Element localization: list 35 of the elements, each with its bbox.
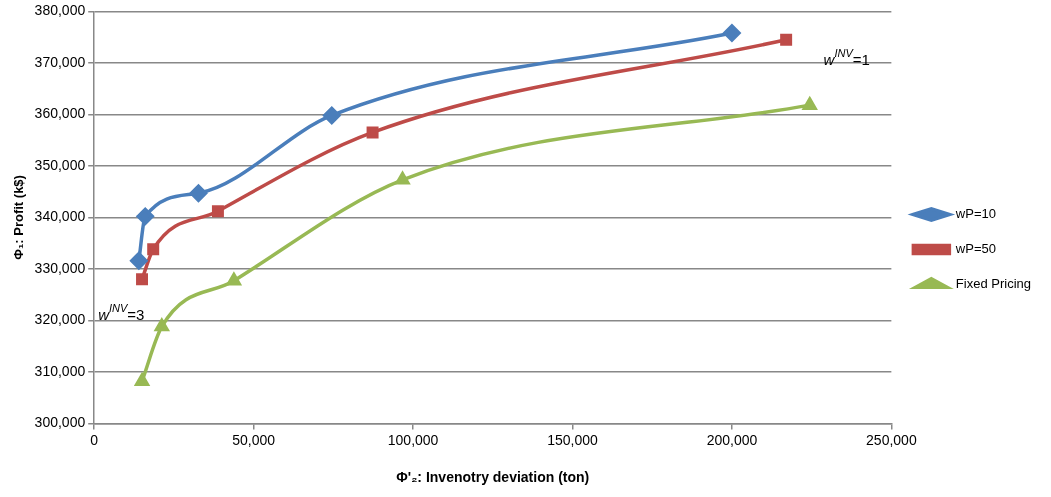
point	[366, 126, 379, 139]
y-tick-label: 340,000	[34, 208, 86, 225]
point	[802, 97, 817, 110]
x-tick-label: 50,000	[232, 431, 276, 448]
point	[189, 184, 208, 202]
legend-label: wP=50	[954, 241, 996, 257]
point	[323, 106, 341, 125]
y-tick-label: 300,000	[34, 414, 86, 431]
point	[211, 205, 224, 218]
x-tick-label: 250,000	[866, 431, 917, 448]
legend-label: Fixed Pricing	[955, 276, 1031, 292]
y-tick-label: 380,000	[34, 2, 86, 19]
legend-label: wP=10	[954, 206, 996, 222]
point	[780, 33, 793, 46]
x-tick-label: 200,000	[706, 431, 758, 448]
point	[395, 172, 410, 185]
y-tick-label: 330,000	[34, 259, 86, 276]
point	[154, 318, 169, 332]
x-tick-label: 0	[90, 431, 99, 448]
point	[135, 373, 149, 386]
point	[136, 207, 154, 226]
y-tick-label: 360,000	[34, 105, 86, 122]
y-tick-label: 370,000	[34, 53, 86, 70]
y-axis-title: Φ₁: Profit (k$)	[11, 175, 27, 260]
point	[226, 273, 241, 286]
y-tick-label: 350,000	[34, 156, 86, 173]
x-tick-label: 150,000	[547, 431, 599, 448]
x-axis-title: Φ'₂: Invenotry deviation (ton)	[396, 469, 590, 486]
x-tick-label: 100,000	[387, 431, 439, 448]
point	[723, 24, 741, 42]
point	[130, 251, 148, 270]
y-tick-label: 320,000	[34, 311, 86, 328]
point	[136, 273, 149, 286]
point	[147, 243, 160, 256]
y-tick-label: 310,000	[34, 362, 86, 379]
